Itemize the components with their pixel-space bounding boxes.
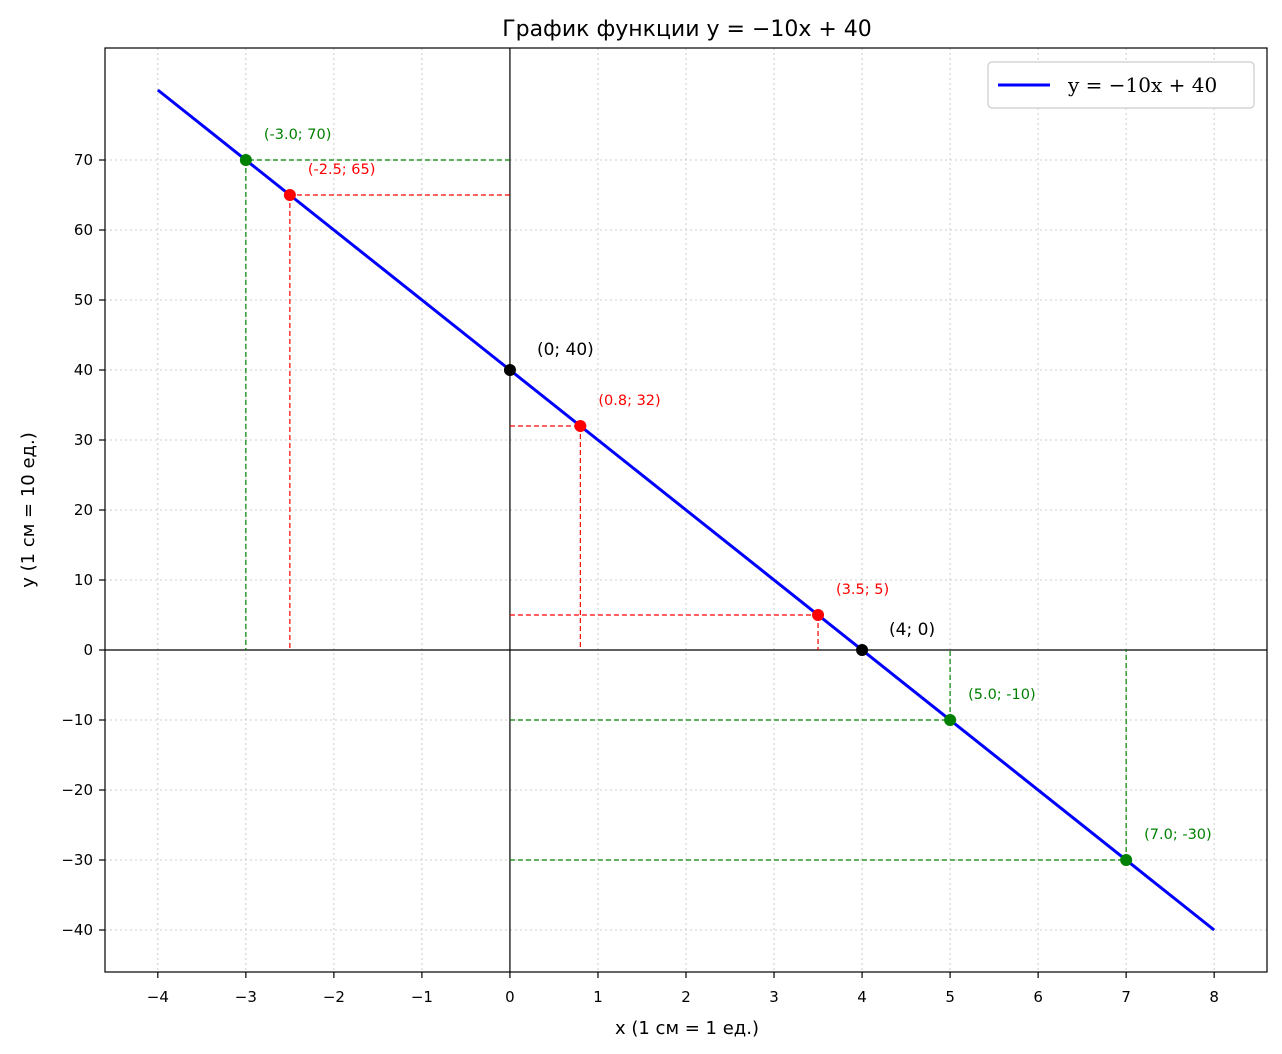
point-labels: (0; 40) (4; 0) (-2.5; 65) (0.8; 32) (3.5; 5)… [264, 127, 1212, 843]
y-tick-label: 0 [83, 641, 93, 659]
data-point-label: (-2.5; 65) [308, 162, 376, 178]
chart-title: График функции y = −10x + 40 [502, 17, 872, 42]
x-tick-label: −1 [411, 988, 433, 1006]
x-tick-label: 6 [1033, 988, 1043, 1006]
y-tick-label: 50 [74, 291, 93, 309]
legend-box [987, 61, 1255, 109]
y-tick-label: 10 [74, 571, 93, 589]
data-point-label: (4; 0) [889, 620, 935, 640]
x-axis-ticks: −4 −3 −2 −1 0 1 2 3 4 5 6 7 8 [147, 972, 1219, 1006]
legend-entry-label: y = −10x + 40 [1067, 73, 1217, 97]
data-point [856, 644, 869, 656]
x-tick-label: 7 [1121, 988, 1131, 1006]
y-tick-label: −40 [61, 921, 93, 939]
y-tick-label: 60 [74, 221, 93, 239]
data-point-label: (-3.0; 70) [264, 127, 332, 143]
series-line [156, 88, 1216, 932]
x-axis-label: x (1 см = 1 ед.) [615, 1018, 759, 1039]
data-point-label: (0; 40) [537, 340, 594, 360]
y-tick-label: −20 [61, 781, 93, 799]
x-tick-label: 8 [1209, 988, 1219, 1006]
y-tick-label: 40 [74, 361, 93, 379]
data-point [1120, 854, 1133, 866]
y-axis-label: y (1 см = 10 ед.) [18, 432, 39, 587]
data-point [944, 714, 957, 726]
data-point-label: (5.0; -10) [968, 687, 1036, 703]
zero-lines [105, 48, 1267, 972]
data-point [503, 364, 516, 376]
x-tick-label: −3 [235, 988, 257, 1006]
data-point [239, 154, 252, 166]
x-tick-label: 0 [505, 988, 515, 1006]
data-point [283, 189, 296, 201]
y-tick-label: −30 [61, 851, 93, 869]
series [156, 88, 1216, 932]
y-axis-ticks: −40 −30 −20 −10 0 10 20 30 40 50 60 70 [61, 151, 105, 939]
x-tick-label: −4 [147, 988, 169, 1006]
guide-lines [245, 159, 1127, 861]
x-tick-label: 1 [593, 988, 603, 1006]
y-tick-label: 20 [74, 501, 93, 519]
data-point-label: (7.0; -30) [1144, 827, 1212, 843]
x-tick-label: 3 [769, 988, 779, 1006]
data-point-label: (3.5; 5) [836, 582, 889, 598]
x-tick-label: −2 [323, 988, 345, 1006]
y-tick-label: 70 [74, 151, 93, 169]
x-tick-label: 5 [945, 988, 955, 1006]
x-tick-label: 2 [681, 988, 691, 1006]
y-tick-label: 30 [74, 431, 93, 449]
data-point [812, 609, 825, 621]
x-tick-label: 4 [857, 988, 867, 1006]
points [239, 154, 1133, 866]
data-point [574, 420, 587, 432]
y-tick-label: −10 [61, 711, 93, 729]
data-point-label: (0.8; 32) [598, 393, 660, 409]
legend: y = −10x + 40 [987, 61, 1255, 109]
